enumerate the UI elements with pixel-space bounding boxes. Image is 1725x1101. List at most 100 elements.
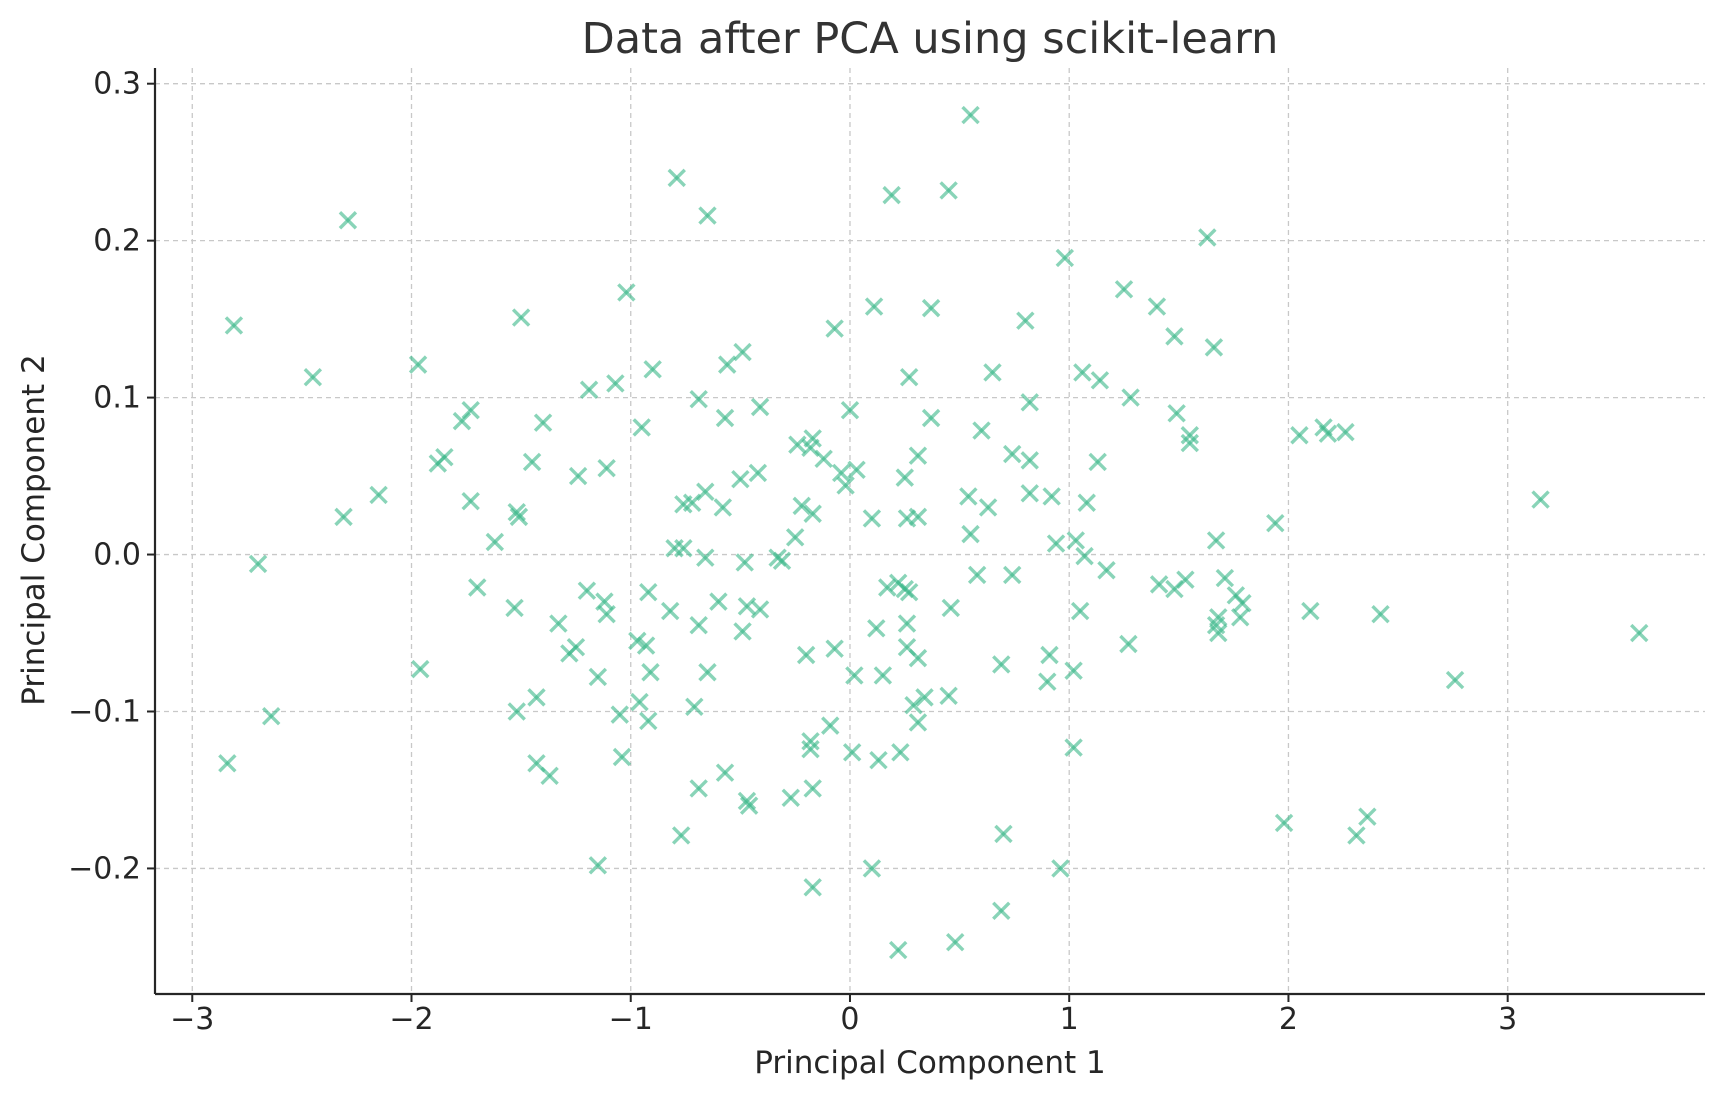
- data-point: [1003, 565, 1022, 585]
- y-tick-label: 0.1: [93, 381, 141, 416]
- data-point: [1274, 813, 1294, 833]
- data-point: [737, 791, 757, 811]
- data-point: [1630, 623, 1649, 643]
- data-point: [899, 583, 919, 602]
- data-point: [505, 598, 524, 618]
- data-point: [869, 750, 888, 770]
- data-point: [689, 779, 708, 798]
- data-point: [796, 645, 816, 665]
- data-point: [946, 933, 965, 952]
- y-tick-label: 0.3: [93, 67, 141, 102]
- data-point: [867, 619, 886, 638]
- data-point: [630, 692, 649, 712]
- data-point: [507, 502, 526, 522]
- data-point: [882, 185, 901, 205]
- data-point: [842, 743, 862, 762]
- data-point: [994, 824, 1013, 844]
- data-point: [1371, 604, 1390, 624]
- data-point: [750, 397, 770, 417]
- data-point: [908, 446, 928, 465]
- data-point: [685, 697, 704, 716]
- data-point: [978, 498, 998, 517]
- data-point: [915, 688, 934, 707]
- data-point: [715, 763, 735, 782]
- ticks: −3 −2 −1 0 1 2 3 −0.2 −0.1 0.0 0.1 0.2 0.3: [68, 67, 1517, 1037]
- y-tick-label: 0.0: [93, 538, 141, 573]
- data-point: [959, 487, 978, 506]
- data-point: [899, 367, 919, 387]
- data-point: [941, 598, 961, 618]
- data-point: [825, 319, 844, 338]
- data-point: [1231, 608, 1250, 627]
- data-point: [1531, 490, 1550, 509]
- data-point: [224, 316, 244, 335]
- data-point: [303, 367, 323, 387]
- data-point: [533, 413, 553, 432]
- data-point: [595, 592, 614, 611]
- data-point: [509, 507, 529, 527]
- data-point: [873, 666, 893, 685]
- data-point: [715, 408, 735, 428]
- data-point: [1046, 534, 1066, 553]
- data-point: [549, 614, 568, 633]
- data-point: [1176, 570, 1195, 589]
- data-point: [588, 856, 608, 875]
- data-point: [698, 206, 717, 225]
- data-point: [908, 648, 928, 668]
- data-point: [636, 636, 656, 655]
- x-tick-label: −3: [170, 1002, 214, 1037]
- data-point: [261, 706, 281, 726]
- data-point: [781, 788, 800, 808]
- data-point: [1051, 859, 1070, 878]
- plot-background: [155, 68, 1705, 994]
- data-point: [992, 655, 1011, 674]
- chart-title: Data after PCA using scikit-learn: [582, 14, 1279, 64]
- data-point: [1290, 426, 1309, 445]
- data-point: [1215, 568, 1235, 588]
- data-point: [731, 470, 750, 489]
- data-point: [750, 600, 770, 619]
- data-point: [1066, 531, 1085, 550]
- data-point: [1301, 601, 1320, 621]
- data-point: [1206, 531, 1226, 550]
- data-point: [801, 739, 820, 759]
- data-point: [961, 524, 980, 544]
- data-point: [1064, 661, 1083, 680]
- data-point: [1147, 297, 1167, 316]
- data-point: [1347, 826, 1366, 845]
- data-point: [1209, 623, 1228, 643]
- data-point: [1016, 311, 1035, 330]
- data-point: [579, 380, 599, 399]
- data-point: [1020, 451, 1039, 470]
- data-point: [847, 460, 866, 479]
- data-point: [1038, 672, 1057, 691]
- data-point: [891, 743, 910, 762]
- data-point: [674, 495, 693, 514]
- data-point: [485, 532, 505, 552]
- y-tick-label: −0.1: [68, 694, 141, 729]
- data-point: [862, 509, 882, 528]
- data-point: [468, 578, 487, 597]
- data-point: [939, 686, 958, 705]
- data-point: [713, 498, 733, 517]
- y-tick-label: 0.2: [93, 224, 141, 259]
- data-point: [408, 355, 428, 374]
- data-point: [540, 766, 559, 786]
- data-point: [1042, 487, 1061, 506]
- data-point: [748, 463, 768, 483]
- data-point: [643, 360, 662, 379]
- data-point: [1020, 484, 1039, 503]
- data-point: [845, 666, 864, 685]
- x-tick-label: 1: [1060, 1002, 1079, 1037]
- data-point: [689, 615, 708, 635]
- data-point: [461, 491, 480, 511]
- data-point: [1180, 426, 1199, 445]
- data-point: [862, 859, 882, 878]
- data-point: [667, 168, 686, 188]
- x-tick-label: 2: [1279, 1002, 1298, 1037]
- data-point: [452, 411, 472, 431]
- data-point: [1055, 248, 1075, 268]
- data-point: [709, 592, 728, 611]
- data-point: [733, 342, 752, 362]
